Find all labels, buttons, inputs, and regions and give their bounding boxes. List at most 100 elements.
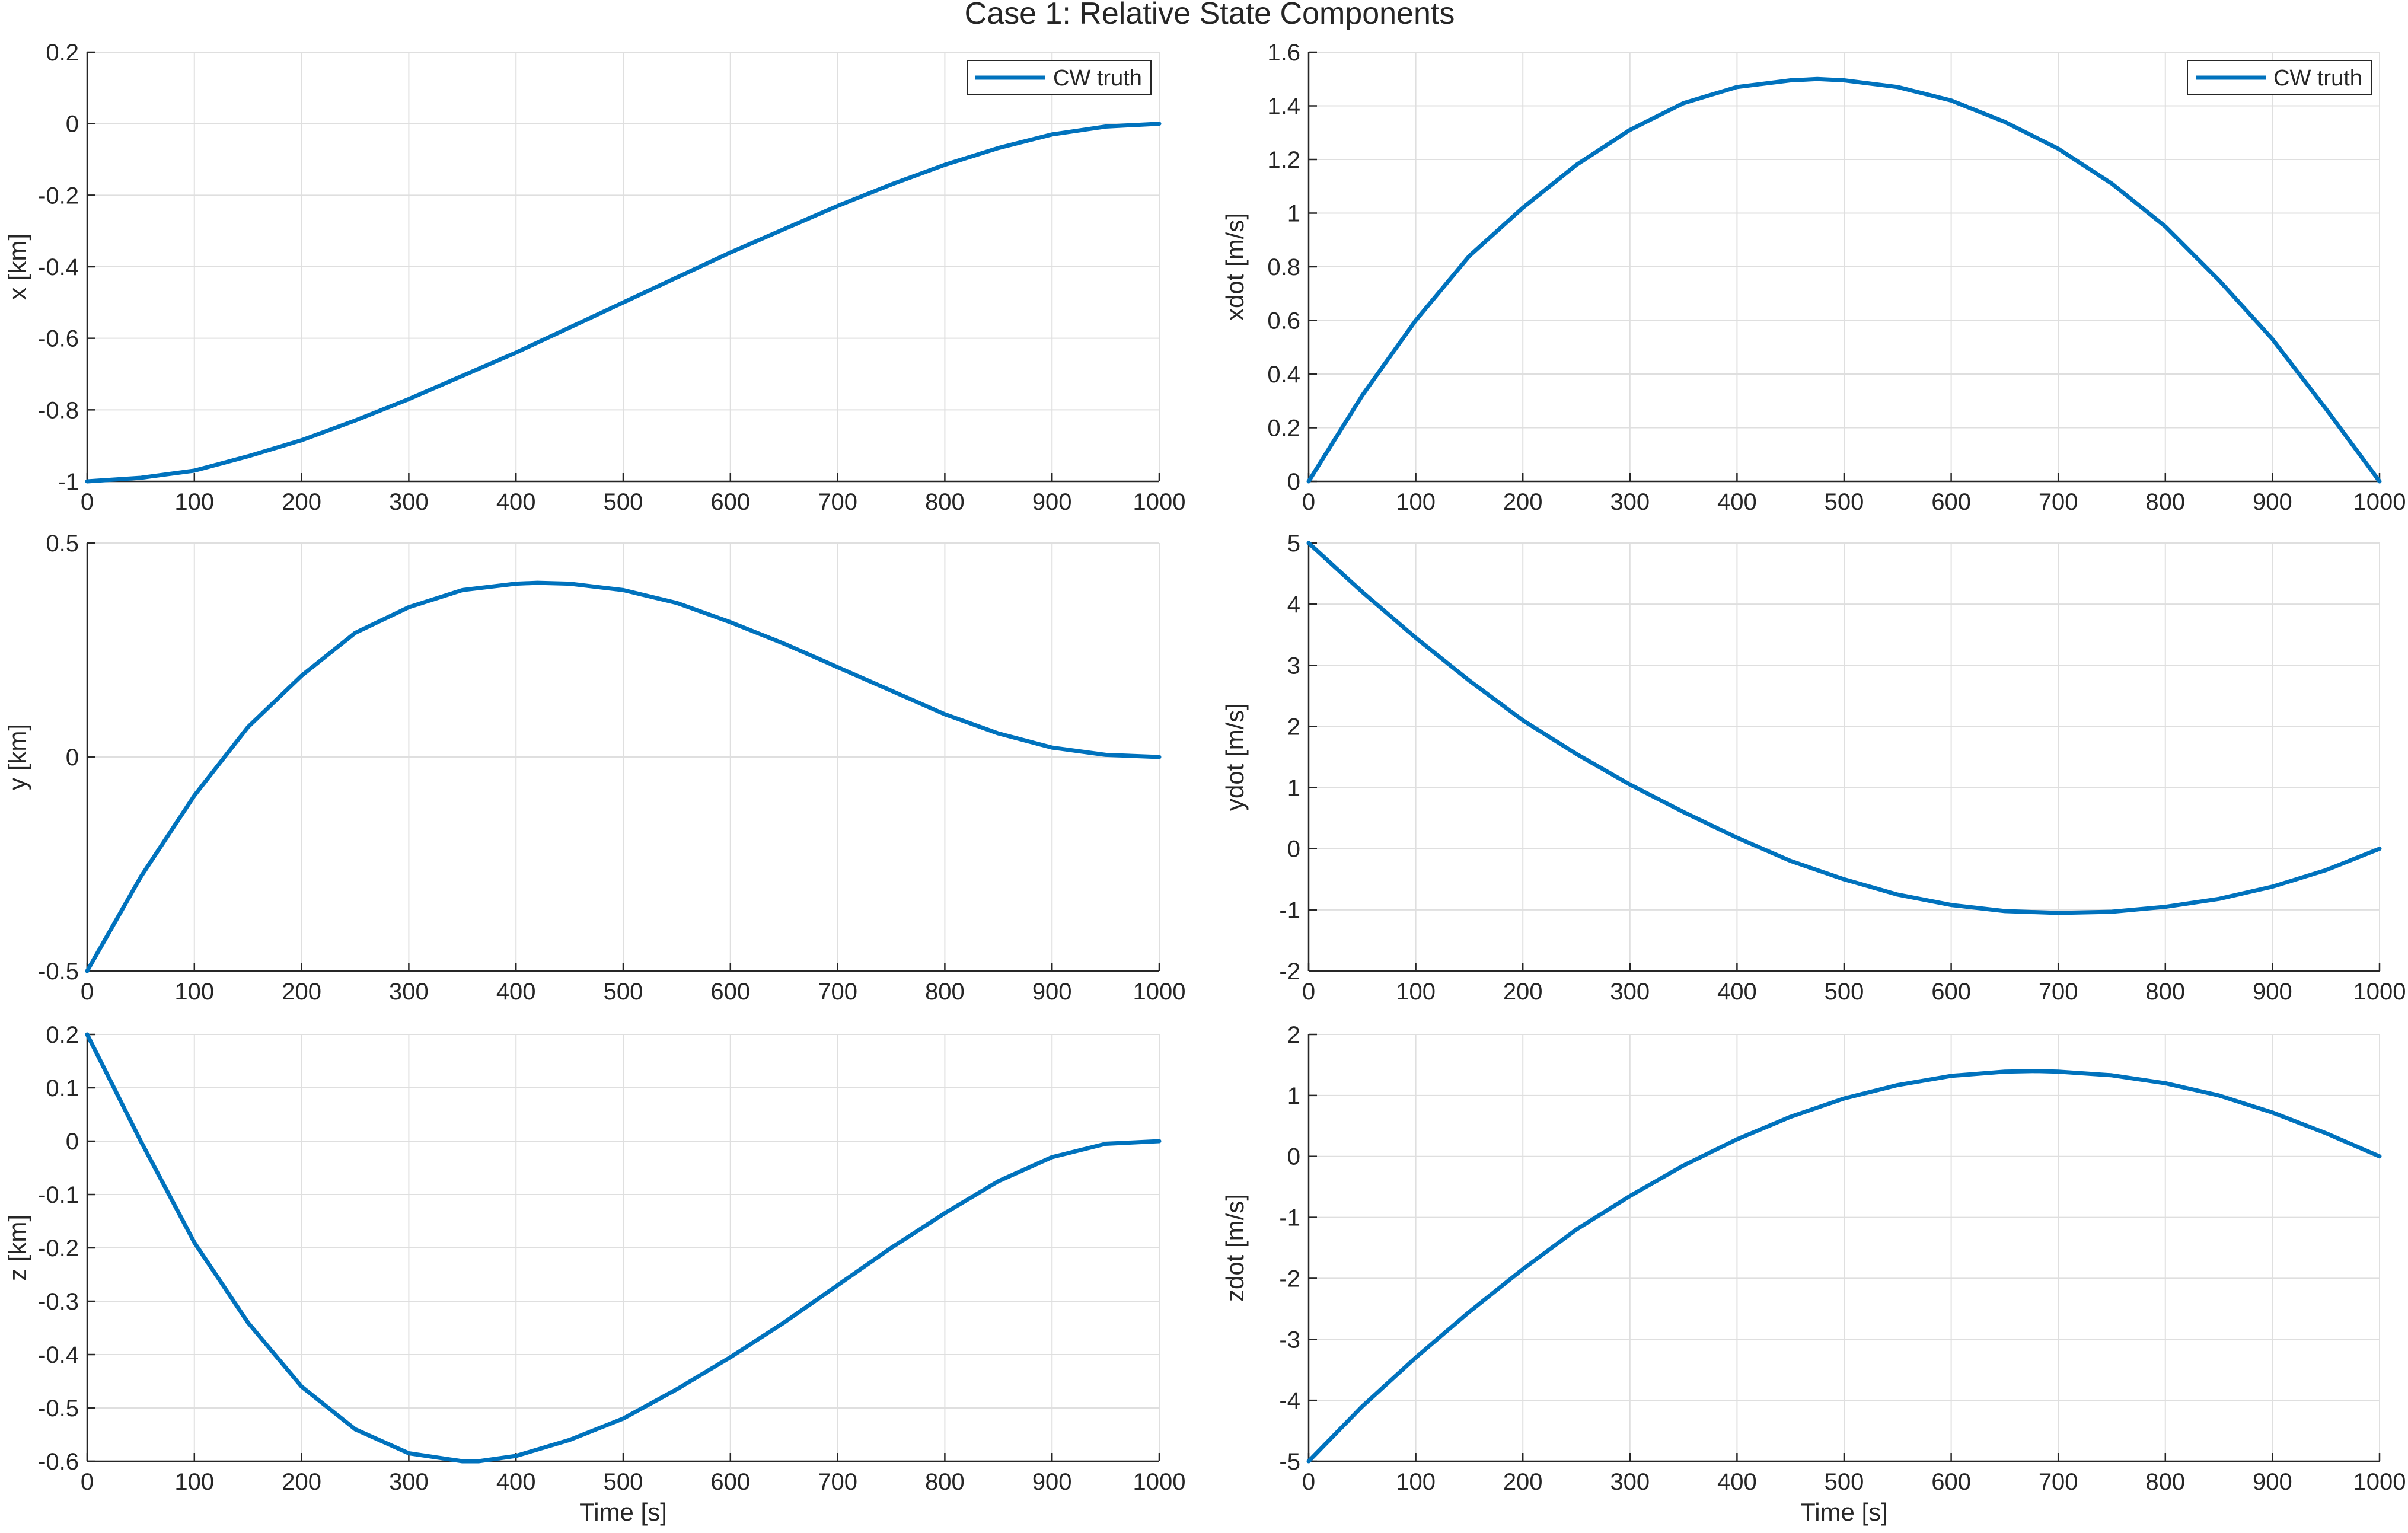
y-tick-label: -0.4 [38, 254, 79, 280]
x-tick-label: 300 [1610, 1469, 1650, 1495]
y-tick-label: 0.2 [46, 40, 79, 66]
y-tick-label: -5 [1279, 1449, 1300, 1475]
subplot-ydot: 0 100 200 300 400 500 600 700 800 900 1000 -2 -1 0 1 2 3… [1221, 531, 2406, 1005]
x-tick-label: 700 [2039, 979, 2078, 1005]
subplot-y: 0 100 200 300 400 500 600 700 800 900 1000-0.500.5… [4, 531, 1185, 1005]
x-tick-label: 0 [81, 489, 94, 515]
y-tick-label: -1 [1279, 1205, 1300, 1231]
x-tick-label: 300 [1610, 979, 1650, 1005]
y-tick-label: 0 [66, 1129, 79, 1155]
y-tick-label: 0 [66, 745, 79, 771]
x-tick-label: 800 [2145, 489, 2185, 515]
y-tick-label: -2 [1279, 959, 1300, 985]
x-tick-label: 100 [1396, 979, 1436, 1005]
x-tick-label: 500 [604, 1469, 643, 1495]
x-tick-label: 600 [710, 1469, 750, 1495]
y-axis-label: z [km] [4, 1215, 31, 1281]
figure-title: Case 1: Relative State Components [965, 0, 1455, 31]
x-tick-label: 1000 [2353, 979, 2406, 1005]
x-axis-label: Time [s] [1800, 1498, 1888, 1526]
y-tick-label: 0.6 [1267, 308, 1300, 334]
y-tick-label: 2 [1287, 1022, 1300, 1048]
x-tick-label: 900 [2253, 1469, 2292, 1495]
y-tick-label: 1.2 [1267, 147, 1300, 173]
y-tick-label: -1 [58, 469, 79, 495]
x-tick-label: 0 [1302, 979, 1315, 1005]
y-tick-label: -0.3 [38, 1289, 79, 1315]
x-tick-label: 600 [1931, 979, 1971, 1005]
x-tick-label: 600 [1931, 1469, 1971, 1495]
x-tick-label: 100 [1396, 489, 1436, 515]
y-tick-label: 1 [1287, 201, 1300, 227]
x-tick-label: 300 [389, 1469, 429, 1495]
x-tick-label: 400 [1717, 979, 1757, 1005]
legend: CW truth [2187, 60, 2372, 95]
y-tick-label: 0.4 [1267, 362, 1300, 388]
x-tick-label: 100 [174, 489, 214, 515]
series-line-y [85, 580, 1162, 973]
series-line-ydot [1306, 541, 2382, 915]
y-axis-label: x [km] [4, 234, 31, 300]
x-tick-label: 900 [2253, 979, 2292, 1005]
x-tick-label: 700 [2039, 1469, 2078, 1495]
x-tick-label: 800 [2145, 979, 2185, 1005]
x-tick-label: 600 [710, 979, 750, 1005]
x-tick-label: 500 [1825, 1469, 1864, 1495]
x-axis-label: Time [s] [579, 1498, 667, 1526]
y-tick-label: -0.6 [38, 326, 79, 352]
y-tick-label: 0.2 [1267, 416, 1300, 442]
y-tick-label: 0 [66, 111, 79, 138]
y-axis-label: ydot [m/s] [1221, 703, 1249, 811]
x-tick-label: 300 [1610, 489, 1650, 515]
x-tick-label: 700 [818, 489, 857, 515]
x-tick-label: 700 [2039, 489, 2078, 515]
y-tick-label: -0.1 [38, 1182, 79, 1208]
x-tick-label: 400 [496, 489, 536, 515]
legend: CW truth [967, 60, 1152, 95]
y-tick-label: -2 [1279, 1266, 1300, 1292]
x-tick-label: 200 [282, 1469, 321, 1495]
x-tick-label: 800 [2145, 1469, 2185, 1495]
x-tick-label: 200 [1503, 979, 1543, 1005]
x-tick-label: 400 [1717, 489, 1757, 515]
x-tick-label: 700 [818, 979, 857, 1005]
x-tick-label: 1000 [1133, 489, 1186, 515]
legend-label: CW truth [1053, 66, 1142, 91]
x-tick-label: 900 [2253, 489, 2292, 515]
x-tick-label: 1000 [1133, 979, 1186, 1005]
x-tick-label: 1000 [2353, 489, 2406, 515]
y-tick-label: 4 [1287, 592, 1300, 618]
y-axis-label: xdot [m/s] [1221, 213, 1249, 321]
y-tick-label: 0 [1287, 1144, 1300, 1170]
y-tick-label: 0.1 [46, 1075, 79, 1101]
subplot-zdot: 0 100 200 300 400 500 600 700 800 900 1000 -5 -4 -3 -2… [1221, 1022, 2406, 1526]
x-tick-label: 600 [710, 489, 750, 515]
y-tick-label: 1 [1287, 775, 1300, 801]
y-tick-label: 0 [1287, 469, 1300, 495]
series-line-z [85, 1032, 1162, 1464]
y-tick-label: 0.5 [46, 531, 79, 557]
x-tick-label: 400 [1717, 1469, 1757, 1495]
y-tick-label: -0.5 [38, 959, 79, 985]
x-tick-label: 1000 [2353, 1469, 2406, 1495]
y-axis-label: zdot [m/s] [1221, 1194, 1249, 1302]
series-line-x [85, 122, 1162, 484]
y-tick-label: 1 [1287, 1083, 1300, 1109]
x-tick-label: 900 [1032, 1469, 1072, 1495]
x-tick-label: 600 [1931, 489, 1971, 515]
x-tick-label: 100 [174, 979, 214, 1005]
y-tick-label: 2 [1287, 714, 1300, 740]
y-tick-label: -0.2 [38, 183, 79, 209]
series-line-zdot [1306, 1069, 2382, 1464]
subplot-xdot: 0 100 200 300 400 500 600 700 800 900 1000 0 0.2 0.4 0… [1221, 40, 2406, 515]
y-tick-label: -1 [1279, 898, 1300, 924]
x-tick-label: 200 [282, 979, 321, 1005]
x-tick-label: 0 [1302, 1469, 1315, 1495]
x-tick-label: 800 [925, 1469, 965, 1495]
y-tick-label: -4 [1279, 1388, 1300, 1414]
x-tick-label: 200 [1503, 1469, 1543, 1495]
y-tick-label: 0.2 [46, 1022, 79, 1048]
x-tick-label: 0 [81, 979, 94, 1005]
x-tick-label: 900 [1032, 489, 1072, 515]
